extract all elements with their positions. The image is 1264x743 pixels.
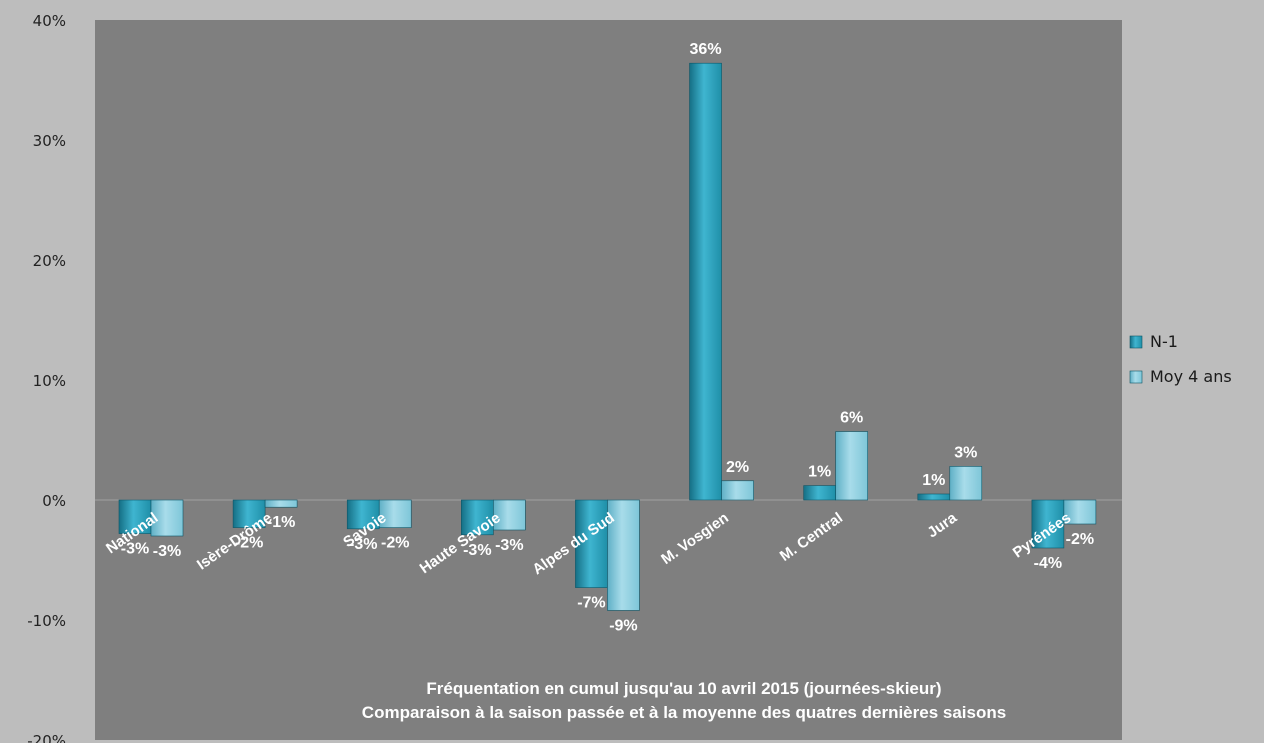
bar-n-1: [575, 499, 608, 588]
bar-n-1: [461, 499, 494, 536]
data-label: -4%: [1034, 555, 1062, 572]
data-label: 2%: [726, 459, 749, 476]
legend-label: Moy 4 ans: [1150, 367, 1232, 386]
legend-swatch: [1129, 335, 1143, 349]
bar-moy-4-ans: [835, 431, 868, 501]
data-label: 1%: [922, 472, 945, 489]
data-label: -7%: [577, 595, 605, 612]
data-label: 6%: [840, 410, 863, 427]
legend-label: N-1: [1150, 332, 1178, 351]
bar-n-1: [689, 62, 722, 501]
bar-moy-4-ans: [1063, 499, 1097, 525]
chart-subtitle: Comparaison à la saison passée et à la m…: [362, 703, 1006, 722]
bar-moy-4-ans: [949, 466, 983, 501]
data-label: -2%: [235, 535, 263, 552]
bar-moy-4-ans: [493, 499, 526, 531]
data-label: -2%: [1066, 531, 1094, 548]
y-tick-label: 40%: [33, 12, 66, 30]
legend: N-1 Moy 4 ans: [1129, 332, 1232, 386]
data-label: -3%: [463, 542, 491, 559]
data-label: 36%: [690, 41, 722, 58]
y-tick-label: 20%: [33, 252, 66, 270]
data-label: -9%: [609, 617, 637, 634]
y-tick-label: 10%: [33, 372, 66, 390]
data-label: -3%: [349, 536, 377, 553]
data-label: -1%: [267, 514, 295, 531]
data-labels: -3% -3% -2%-1%-3% -2% -3% -3%-7%-9%36%2% 1%6%1…: [121, 41, 1094, 634]
legend-swatch: [1129, 370, 1143, 384]
bar-moy-4-ans: [607, 499, 640, 611]
plot-area: [95, 20, 1122, 740]
bar-moy-4-ans: [378, 499, 412, 528]
y-tick-label: 30%: [33, 132, 66, 150]
bar-n-1: [118, 499, 152, 534]
data-label: -3%: [153, 543, 181, 560]
data-label: -3%: [121, 541, 149, 558]
bar-moy-4-ans: [721, 480, 754, 501]
bar-moy-4-ans: [150, 499, 184, 537]
bar-n-1: [1031, 499, 1065, 549]
chart-title: Fréquentation en cumul jusqu'au 10 avril…: [426, 679, 941, 698]
data-label: -3%: [495, 537, 523, 554]
y-tick-label: -20%: [27, 732, 66, 743]
bar-n-1: [917, 493, 951, 501]
data-label: -2%: [381, 535, 409, 552]
bar-n-1: [232, 499, 266, 528]
data-label: 3%: [954, 444, 977, 461]
bars: [118, 62, 1097, 611]
bar-n-1: [803, 485, 836, 501]
y-tick-label: -10%: [27, 612, 66, 630]
y-tick-label: 0%: [42, 492, 66, 510]
data-label: 1%: [808, 464, 831, 481]
bar-moy-4-ans: [264, 499, 298, 508]
